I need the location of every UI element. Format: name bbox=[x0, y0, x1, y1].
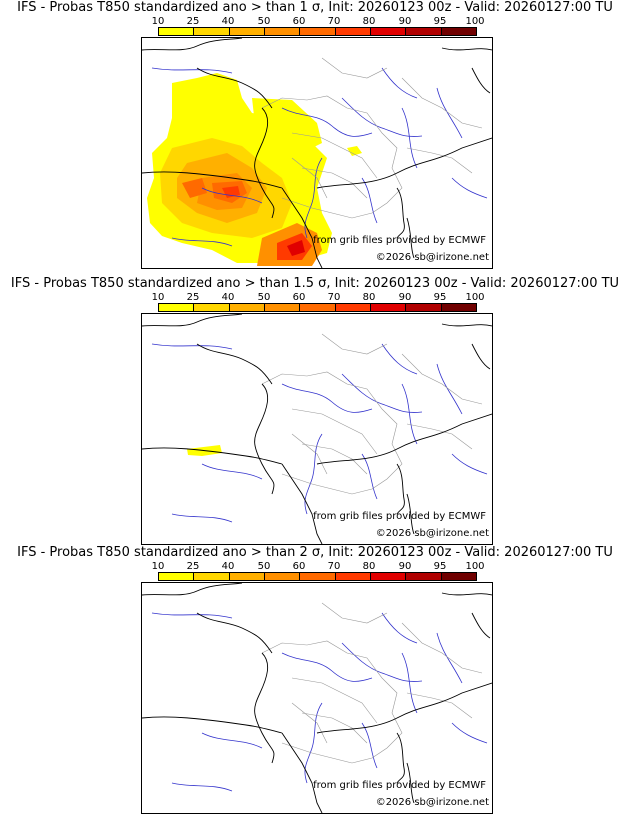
colorbar-tick: 50 bbox=[257, 16, 271, 27]
colorbar-segment bbox=[406, 573, 442, 580]
borders bbox=[261, 57, 483, 219]
map-panel-3: IFS - Probas T850 standardized ano > tha… bbox=[0, 545, 630, 821]
colorbar-labels: 10 25 40 50 60 70 80 90 95 100 bbox=[152, 292, 485, 303]
map-panel-1: IFS - Probas T850 standardized ano > tha… bbox=[0, 0, 630, 276]
colorbar-tick: 40 bbox=[221, 561, 235, 572]
colorbar-tick: 95 bbox=[433, 561, 447, 572]
colorbar-tick: 70 bbox=[327, 292, 341, 303]
colorbar-tick: 50 bbox=[257, 561, 271, 572]
colorbar-tick: 95 bbox=[433, 16, 447, 27]
source-credit: from grib files provided by ECMWF bbox=[313, 235, 486, 246]
copyright: ©2026 sb@irizone.net bbox=[375, 252, 489, 263]
colorbar-segment bbox=[264, 28, 301, 35]
colorbar-segment bbox=[159, 304, 195, 311]
rivers bbox=[151, 343, 488, 523]
colorbar-tick: 60 bbox=[292, 16, 306, 27]
colorbar-segment bbox=[370, 304, 407, 311]
colorbar-tick: 70 bbox=[327, 561, 341, 572]
colorbar-segment bbox=[264, 573, 301, 580]
colorbar-segment bbox=[194, 28, 230, 35]
colorbar-tick: 90 bbox=[398, 16, 412, 27]
colorbar-tick: 95 bbox=[433, 292, 447, 303]
colorbar-tick: 40 bbox=[221, 292, 235, 303]
colorbar-segment bbox=[159, 573, 195, 580]
colorbar-segment bbox=[335, 573, 371, 580]
panel-title: IFS - Probas T850 standardized ano > tha… bbox=[10, 276, 620, 291]
colorbar-tick: 70 bbox=[327, 16, 341, 27]
colorbar-segment bbox=[300, 304, 336, 311]
colorbar-tick: 100 bbox=[465, 561, 485, 572]
colorbar bbox=[158, 27, 477, 36]
map-panel-2: IFS - Probas T850 standardized ano > tha… bbox=[0, 276, 630, 552]
coastline bbox=[142, 583, 492, 813]
colorbar-segment bbox=[300, 573, 336, 580]
rivers bbox=[151, 612, 488, 792]
colorbar bbox=[158, 572, 477, 581]
colorbar-segment bbox=[229, 573, 265, 580]
colorbar-tick: 100 bbox=[465, 16, 485, 27]
coastline bbox=[142, 38, 492, 268]
colorbar-tick: 10 bbox=[151, 292, 165, 303]
colorbar-tick: 25 bbox=[186, 561, 200, 572]
map-svg bbox=[142, 38, 492, 268]
anomaly-overlay bbox=[147, 73, 362, 266]
borders bbox=[261, 602, 483, 764]
map-frame: from grib files provided by ECMWF ©2026 … bbox=[141, 582, 493, 814]
colorbar-tick: 10 bbox=[151, 16, 165, 27]
map-frame: from grib files provided by ECMWF ©2026 … bbox=[141, 313, 493, 545]
colorbar-segment bbox=[370, 28, 407, 35]
colorbar-segment bbox=[406, 304, 442, 311]
colorbar-tick: 25 bbox=[186, 292, 200, 303]
colorbar-labels: 10 25 40 50 60 70 80 90 95 100 bbox=[152, 16, 485, 27]
borders bbox=[261, 333, 483, 495]
coastline bbox=[142, 314, 492, 544]
map-frame: from grib files provided by ECMWF ©2026 … bbox=[141, 37, 493, 269]
colorbar-tick: 60 bbox=[292, 292, 306, 303]
colorbar-tick: 80 bbox=[362, 16, 376, 27]
panel-title: IFS - Probas T850 standardized ano > tha… bbox=[17, 545, 613, 560]
colorbar-segment bbox=[406, 28, 442, 35]
colorbar-segment bbox=[264, 304, 301, 311]
colorbar-segment bbox=[441, 304, 476, 311]
colorbar-segment bbox=[370, 573, 407, 580]
colorbar-tick: 90 bbox=[398, 292, 412, 303]
colorbar-segment bbox=[194, 304, 230, 311]
copyright: ©2026 sb@irizone.net bbox=[375, 797, 489, 808]
colorbar-segment bbox=[441, 573, 476, 580]
colorbar-tick: 80 bbox=[362, 561, 376, 572]
colorbar-segment bbox=[194, 573, 230, 580]
copyright: ©2026 sb@irizone.net bbox=[375, 528, 489, 539]
source-credit: from grib files provided by ECMWF bbox=[313, 780, 486, 791]
colorbar-labels: 10 25 40 50 60 70 80 90 95 100 bbox=[152, 561, 485, 572]
colorbar-segment bbox=[229, 304, 265, 311]
colorbar-tick: 80 bbox=[362, 292, 376, 303]
colorbar-segment bbox=[441, 28, 476, 35]
panel-title: IFS - Probas T850 standardized ano > tha… bbox=[17, 0, 613, 15]
colorbar-tick: 10 bbox=[151, 561, 165, 572]
colorbar-segment bbox=[335, 304, 371, 311]
colorbar bbox=[158, 303, 477, 312]
colorbar-segment bbox=[159, 28, 195, 35]
colorbar-tick: 100 bbox=[465, 292, 485, 303]
rivers bbox=[151, 67, 488, 247]
colorbar-tick: 90 bbox=[398, 561, 412, 572]
map-svg bbox=[142, 583, 492, 813]
colorbar-tick: 50 bbox=[257, 292, 271, 303]
colorbar-tick: 40 bbox=[221, 16, 235, 27]
colorbar-segment bbox=[300, 28, 336, 35]
colorbar-tick: 60 bbox=[292, 561, 306, 572]
colorbar-tick: 25 bbox=[186, 16, 200, 27]
colorbar-segment bbox=[229, 28, 265, 35]
colorbar-segment bbox=[335, 28, 371, 35]
map-svg bbox=[142, 314, 492, 544]
source-credit: from grib files provided by ECMWF bbox=[313, 511, 486, 522]
